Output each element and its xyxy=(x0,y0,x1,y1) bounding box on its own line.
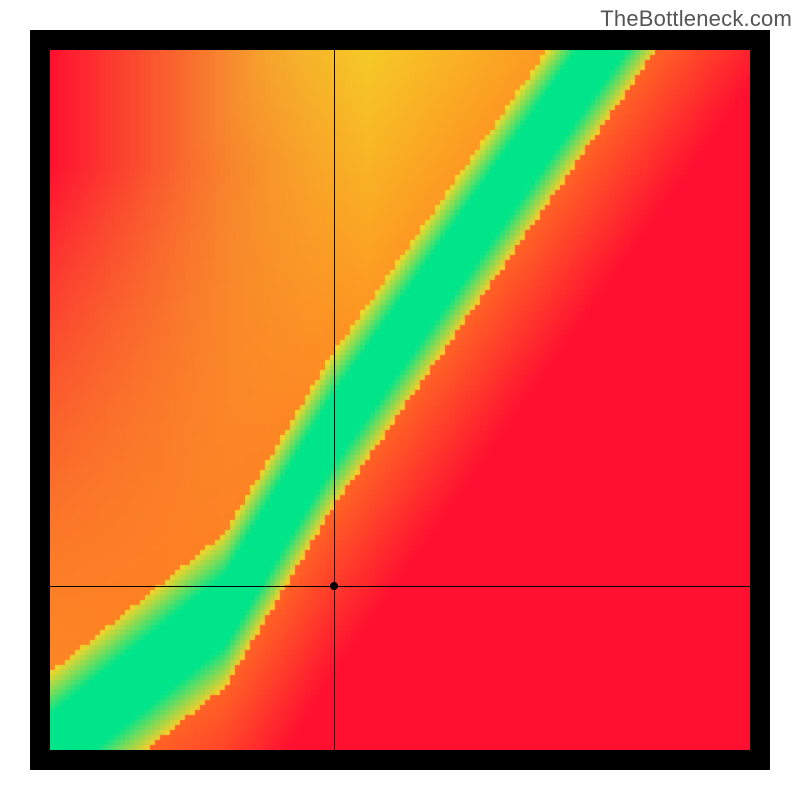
watermark-text: TheBottleneck.com xyxy=(600,6,792,32)
plot-area xyxy=(50,50,750,750)
plot-frame xyxy=(30,30,770,770)
crosshair-horizontal xyxy=(50,586,750,587)
crosshair-vertical xyxy=(334,50,335,750)
selected-point-marker xyxy=(330,582,338,590)
chart-container: TheBottleneck.com xyxy=(0,0,800,800)
bottleneck-heatmap xyxy=(50,50,750,750)
